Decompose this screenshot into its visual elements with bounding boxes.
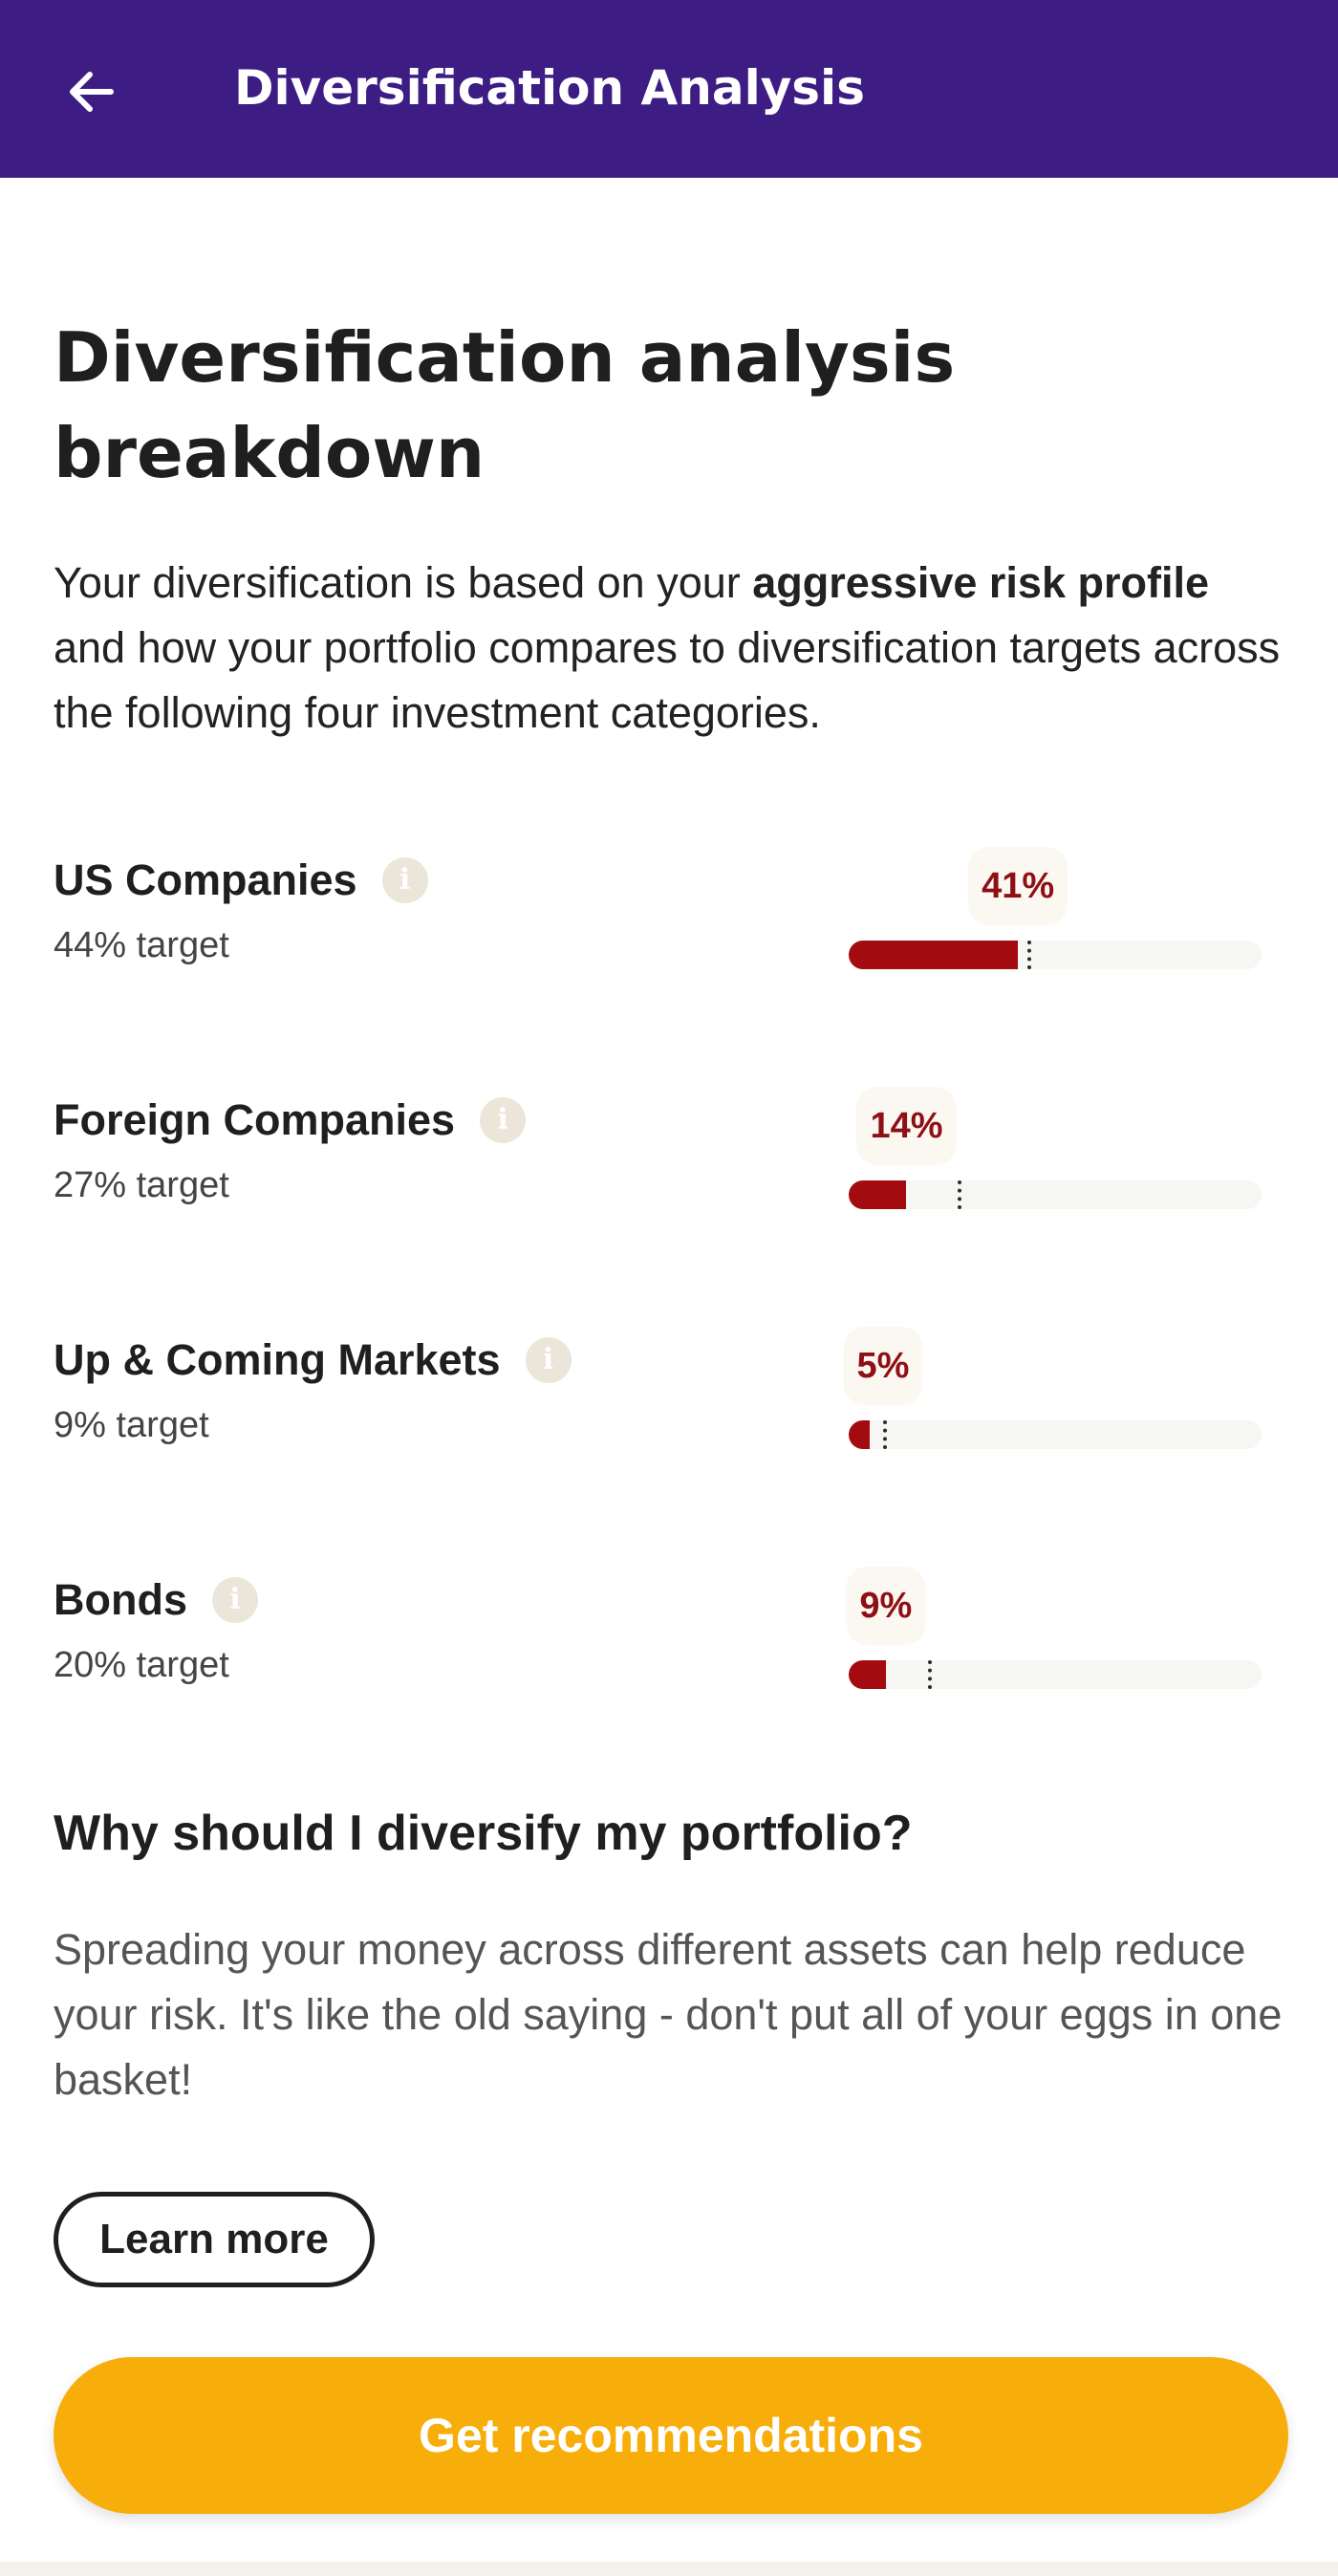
info-icon[interactable]: i xyxy=(212,1577,258,1623)
page-title: Diversification analysis breakdown xyxy=(54,317,956,493)
back-button[interactable] xyxy=(54,54,130,130)
bar-fill xyxy=(849,1180,907,1209)
target-marker xyxy=(928,1660,934,1689)
arrow-left-icon xyxy=(70,72,114,112)
why-diversify-text: Spreading your money across different as… xyxy=(54,1925,1283,2104)
category-label-row: US Companies i xyxy=(54,847,428,914)
allocation-bar: 5% xyxy=(843,1327,1262,1470)
actual-percent-badge: 41% xyxy=(968,847,1068,925)
info-icon[interactable]: i xyxy=(525,1337,572,1383)
category-row-up-coming-markets: Up & Coming Markets i 9% target 5% xyxy=(54,1327,1284,1480)
category-label: Bonds xyxy=(54,1575,187,1624)
learn-more-button[interactable]: Learn more xyxy=(54,2192,375,2287)
actual-percent-badge: 14% xyxy=(856,1087,957,1165)
category-target: 44% target xyxy=(54,925,229,965)
allocation-bar: 14% xyxy=(849,1087,1262,1230)
category-row-foreign-companies: Foreign Companies i 27% target 14% xyxy=(54,1087,1284,1240)
category-label-row: Bonds i xyxy=(54,1567,258,1634)
intro-prefix: Your diversification is based on your xyxy=(54,558,753,607)
info-icon[interactable]: i xyxy=(381,857,428,903)
allocation-bar: 9% xyxy=(846,1567,1262,1710)
bar-track xyxy=(849,1660,1262,1689)
actual-percent-badge: 9% xyxy=(846,1567,926,1645)
bar-track xyxy=(849,1180,1262,1209)
risk-profile-text: aggressive risk profile xyxy=(752,558,1209,607)
bar-track xyxy=(849,1420,1262,1449)
bar-track xyxy=(849,941,1262,969)
bar-fill xyxy=(849,1660,886,1689)
category-target: 20% target xyxy=(54,1645,229,1685)
info-icon[interactable]: i xyxy=(480,1097,527,1143)
bottom-edge xyxy=(0,2562,1338,2576)
category-target: 27% target xyxy=(54,1165,229,1205)
category-row-us-companies: US Companies i 44% target 41% xyxy=(54,847,1284,1000)
bar-fill xyxy=(849,941,1019,969)
intro-suffix: and how your portfolio compares to diver… xyxy=(54,623,1281,737)
target-marker xyxy=(957,1180,963,1209)
category-label-row: Foreign Companies i xyxy=(54,1087,527,1154)
category-label: Up & Coming Markets xyxy=(54,1335,501,1384)
target-marker xyxy=(1027,941,1033,969)
app-bar-title: Diversification Analysis xyxy=(234,60,865,116)
category-label-row: Up & Coming Markets i xyxy=(54,1327,572,1394)
bar-fill xyxy=(849,1420,870,1449)
why-diversify-heading: Why should I diversify my portfolio? xyxy=(54,1806,913,1861)
category-row-bonds: Bonds i 20% target 9% xyxy=(54,1567,1284,1720)
category-label: Foreign Companies xyxy=(54,1095,456,1144)
allocation-bar: 41% xyxy=(849,847,1262,990)
intro-text: Your diversification is based on your ag… xyxy=(54,551,1286,746)
actual-percent-badge: 5% xyxy=(843,1327,923,1405)
get-recommendations-button[interactable]: Get recommendations xyxy=(54,2357,1288,2514)
app-bar: Diversification Analysis xyxy=(0,0,1338,178)
category-label: US Companies xyxy=(54,855,357,904)
category-target: 9% target xyxy=(54,1405,209,1445)
target-marker xyxy=(882,1420,889,1449)
